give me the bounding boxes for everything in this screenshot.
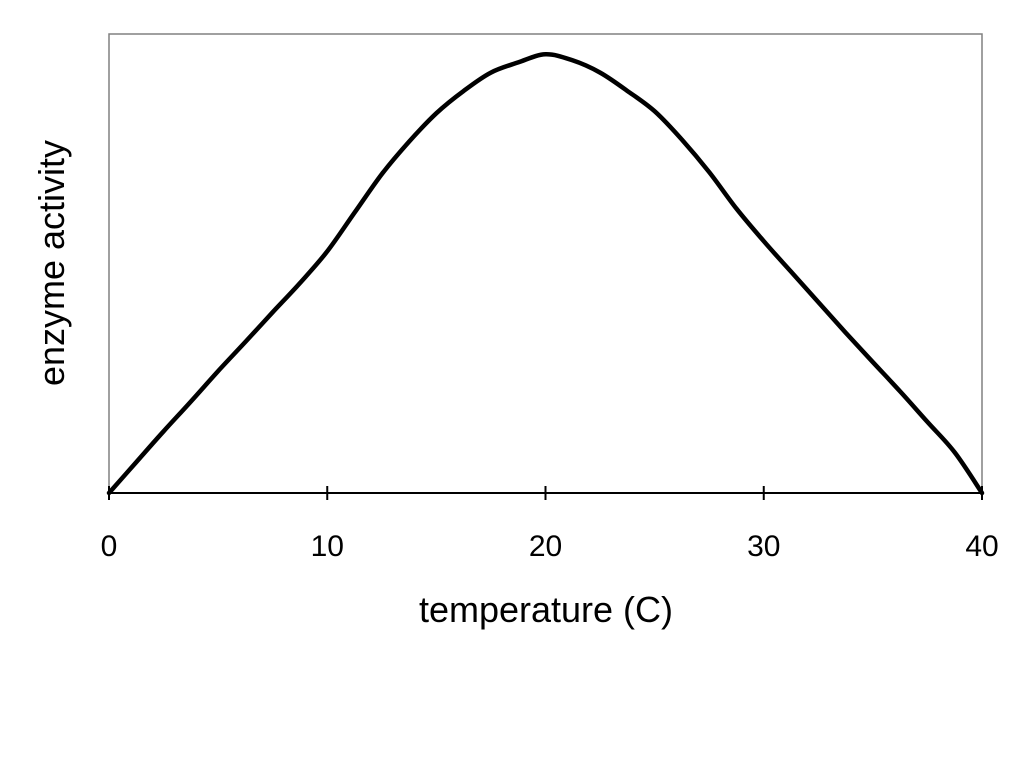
- x-axis-label: temperature (C): [419, 589, 673, 630]
- x-tick-label-20: 20: [529, 530, 562, 563]
- x-tick-label-10: 10: [311, 530, 344, 563]
- x-tick-label-40: 40: [965, 530, 998, 563]
- x-tick-label-30: 30: [747, 530, 780, 563]
- series-line-0: [106, 52, 985, 496]
- x-tick-label-0: 0: [101, 530, 118, 563]
- x-axis-tick-labels: 0 10 20 30 40: [101, 530, 999, 563]
- series-group: [106, 52, 985, 496]
- y-axis-label: enzyme activity: [31, 140, 72, 386]
- plot-area-frame: [108, 33, 983, 494]
